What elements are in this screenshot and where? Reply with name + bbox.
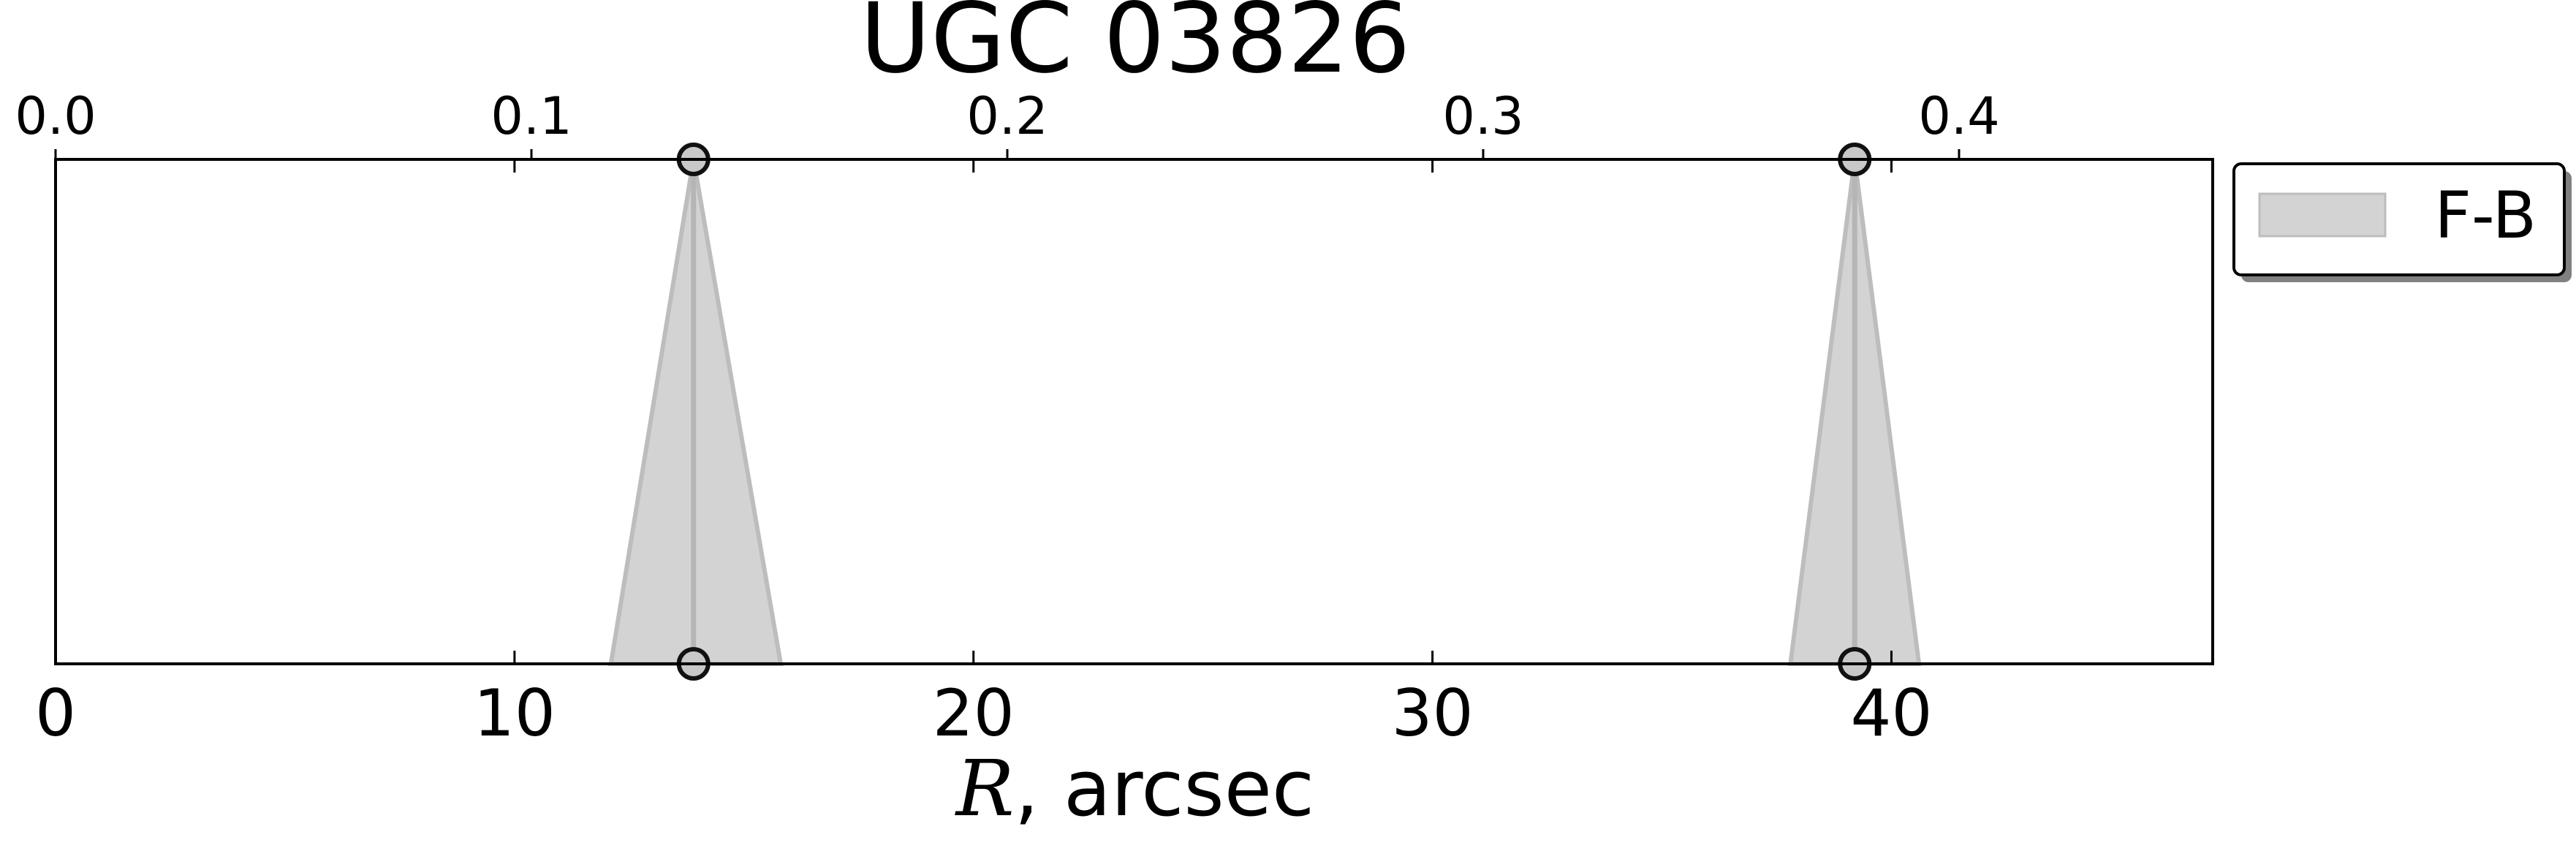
x-axis-label: R, arcsec: [955, 744, 1314, 833]
series-markers: [676, 143, 1872, 681]
x-tick-label: 20: [933, 676, 1015, 751]
top-axis-ticks: [54, 149, 1961, 159]
legend: F-B: [2232, 162, 2572, 282]
bottom-axis-tick-labels: 0 10 20 30 40: [35, 676, 1932, 751]
top-tick-label: 0.0: [15, 86, 96, 146]
axes-frame: [54, 158, 2214, 665]
chart-title: UGC 03826: [860, 0, 1411, 95]
x-tick-label: 0: [35, 676, 76, 751]
legend-box: [2232, 162, 2566, 276]
series-bands: [608, 159, 1922, 666]
legend-label: F-B: [2434, 178, 2537, 253]
top-tick-label: 0.2: [966, 86, 1048, 146]
top-tick-label: 0.4: [1918, 86, 1999, 146]
x-tick-label: 10: [474, 676, 556, 751]
x-axis-label-unit: , arcsec: [1015, 744, 1315, 833]
x-tick-label: 40: [1850, 676, 1932, 751]
top-tick-label: 0.1: [490, 86, 572, 146]
legend-swatch: [2258, 192, 2387, 238]
top-axis-tick-labels: 0.0 0.1 0.2 0.3 0.4: [15, 86, 1999, 146]
top-tick-label: 0.3: [1442, 86, 1523, 146]
x-axis-label-symbol: R: [955, 744, 1015, 833]
plot-area: [54, 143, 2214, 681]
x-tick-label: 30: [1392, 676, 1474, 751]
bottom-axis-ticks: [54, 159, 1893, 664]
